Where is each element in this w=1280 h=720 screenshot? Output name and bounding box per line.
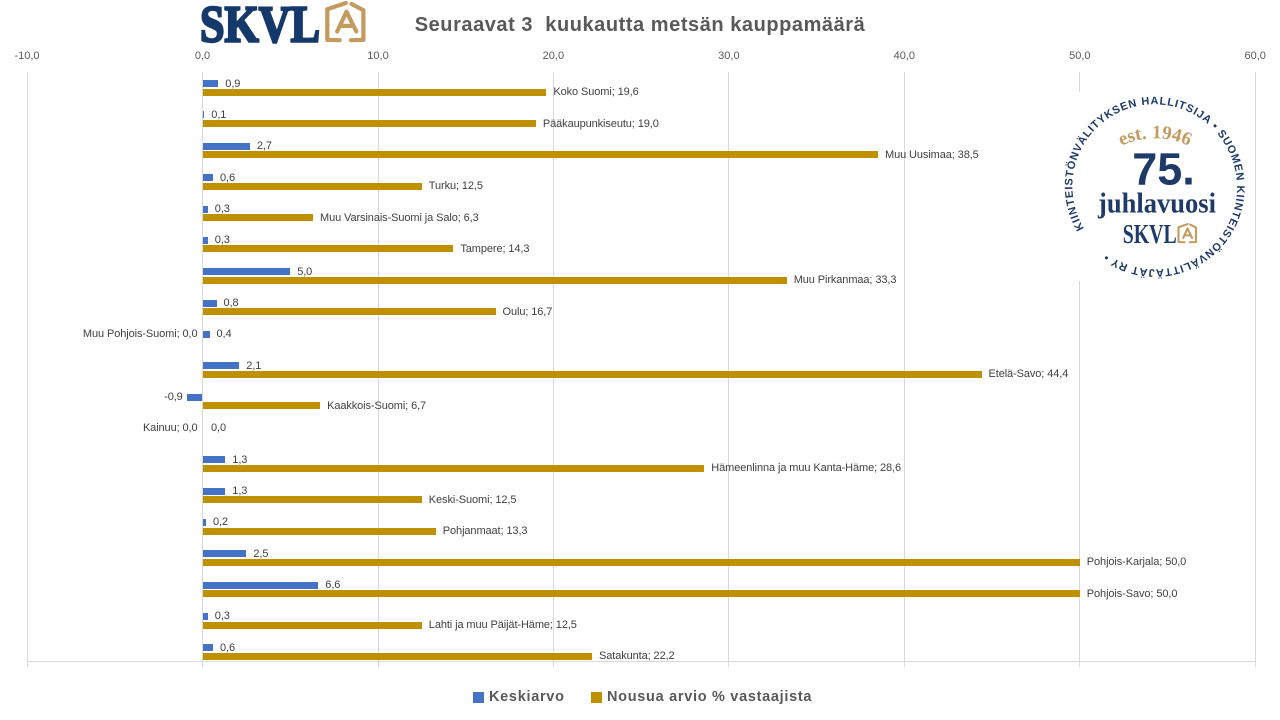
svg-text:juhlavuosi: juhlavuosi bbox=[1097, 188, 1216, 220]
svg-text:75.: 75. bbox=[1132, 144, 1195, 195]
svg-text:SKVL: SKVL bbox=[1123, 219, 1177, 249]
svg-text:SKVL: SKVL bbox=[200, 0, 320, 46]
